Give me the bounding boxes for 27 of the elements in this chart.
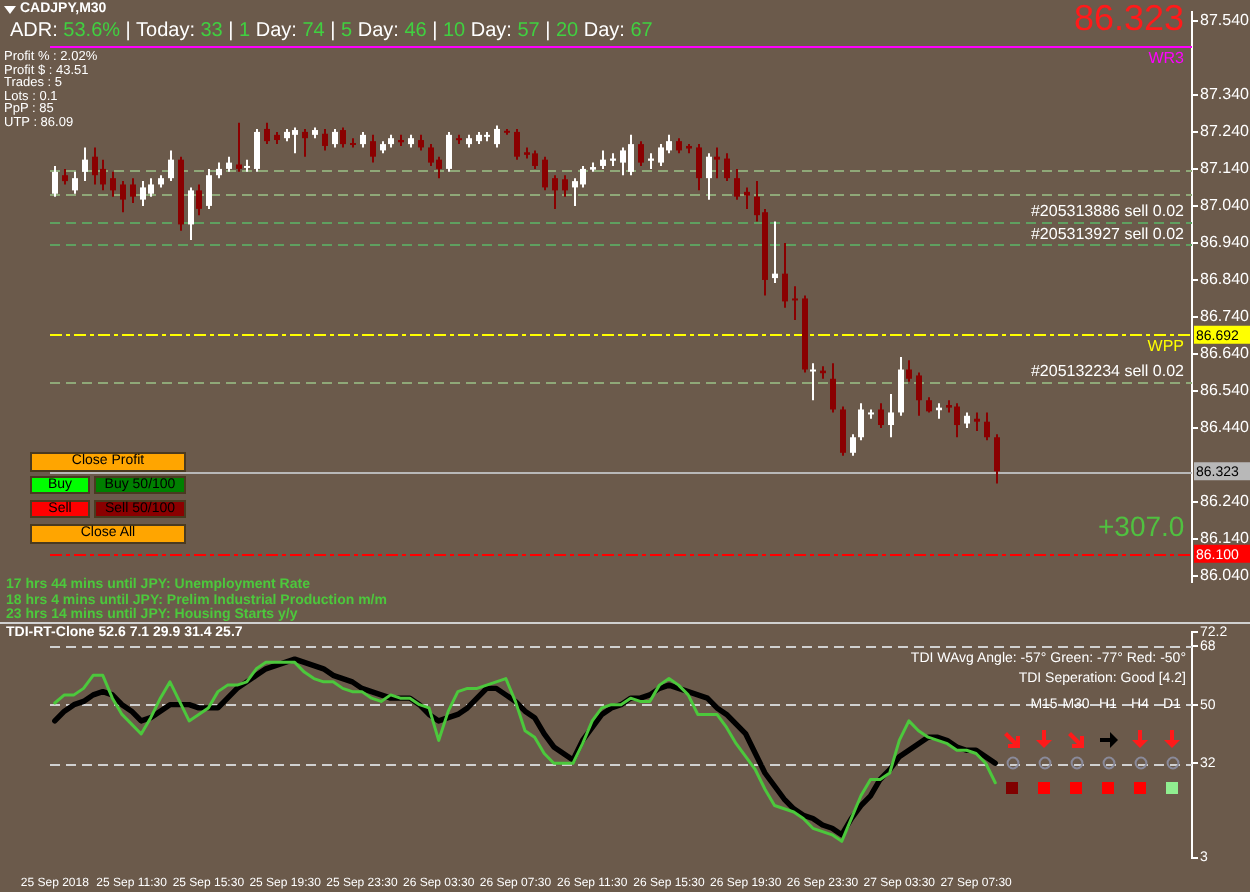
y-tick-label: 86.440 xyxy=(1200,418,1250,437)
candlestick xyxy=(714,147,720,179)
ref-line-label: #205313886 sell 0.02 xyxy=(1030,201,1186,220)
y-tick-label: 87.340 xyxy=(1200,85,1250,104)
candlestick xyxy=(648,153,654,169)
annotation: 86.323 xyxy=(1073,0,1184,38)
y-tick-label: 87.040 xyxy=(1200,196,1250,215)
annotation: WR3 xyxy=(1148,49,1186,68)
y-tick-label: 86.140 xyxy=(1200,529,1250,548)
ref-line-label: #205313927 sell 0.02 xyxy=(1030,225,1186,244)
y-tick-label: 86.040 xyxy=(1200,566,1250,585)
y-tick-label: 87.240 xyxy=(1200,122,1250,141)
y-tick-label: 87.540 xyxy=(1200,11,1250,30)
y-tick-label: 87.140 xyxy=(1200,159,1250,178)
y-tick-label: 86.640 xyxy=(1200,344,1250,363)
text: ADR: 53.6% | Today: 33 | 1 Day: 74 | 5 Day: 46 | 10 Day: 57 | 20 Day: 67 xyxy=(10,20,653,42)
annotation: WPP xyxy=(1147,337,1184,356)
candlestick xyxy=(810,363,816,401)
y-tick-label: 86.540 xyxy=(1200,381,1250,400)
y-tick-label: 86.240 xyxy=(1200,492,1250,511)
y-tick-label: 86.940 xyxy=(1200,233,1250,252)
ref-line-label: #205132234 sell 0.02 xyxy=(1030,362,1186,381)
y-tick-label: 86.740 xyxy=(1200,307,1250,326)
candlestick xyxy=(236,122,242,172)
y-tick-label: 86.840 xyxy=(1200,270,1250,289)
candlestick xyxy=(792,286,798,320)
annotation: +307.0 xyxy=(1098,510,1185,542)
